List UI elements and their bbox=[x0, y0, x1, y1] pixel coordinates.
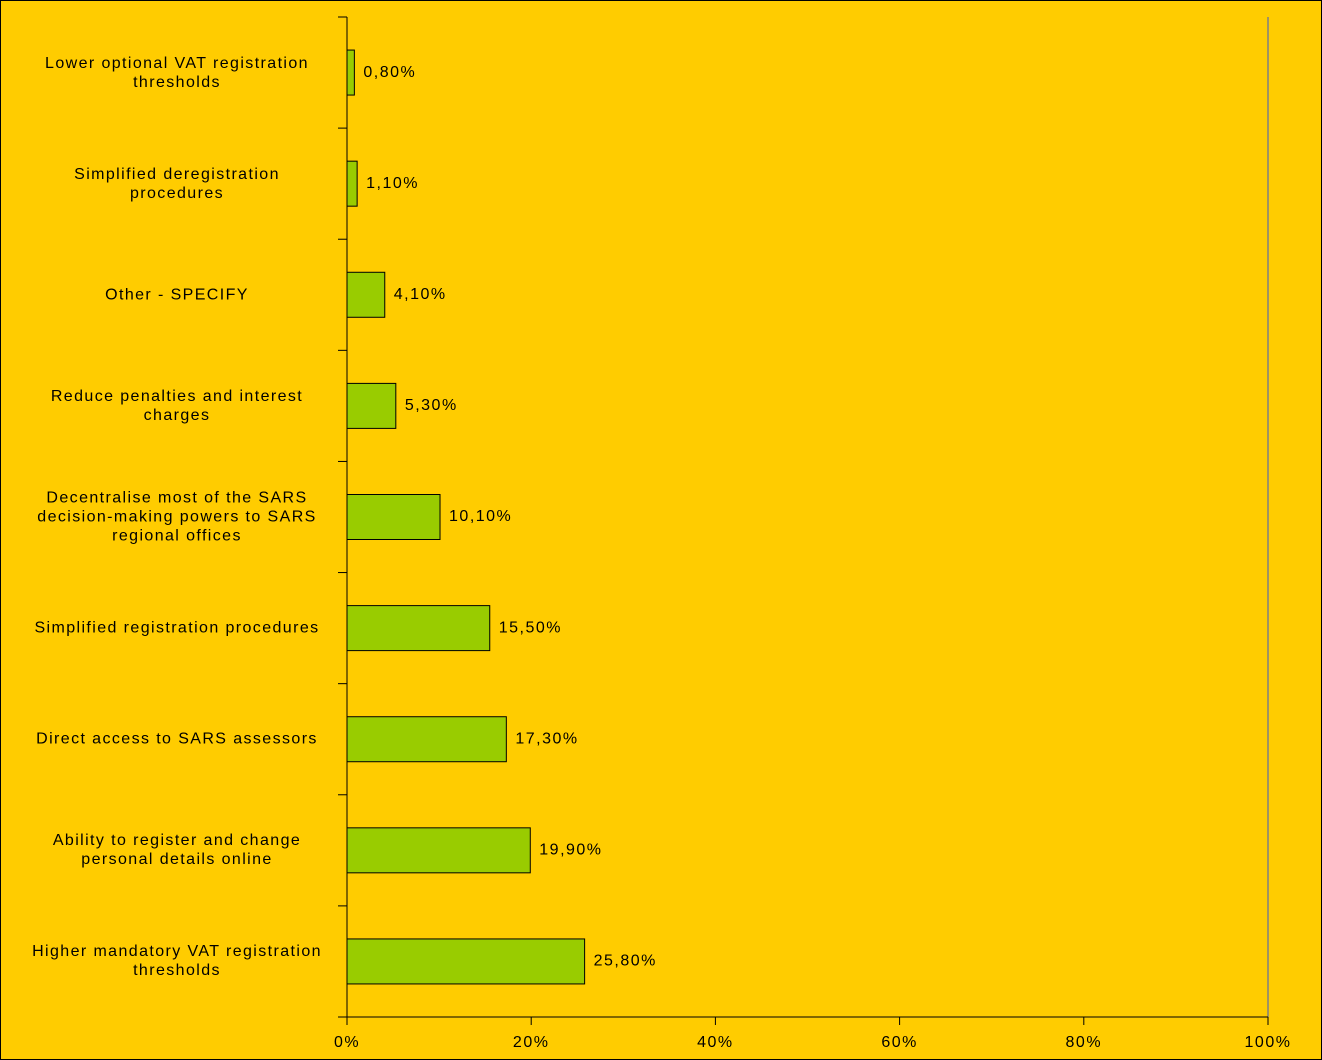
bar bbox=[346, 271, 386, 318]
bar bbox=[346, 494, 441, 540]
value-label: 10,10% bbox=[449, 508, 512, 525]
y-tick-label: Simplified deregistration procedures bbox=[74, 165, 280, 202]
value-label: 25,80% bbox=[594, 953, 657, 970]
y-tick-label: Direct access to SARS assessors bbox=[36, 730, 318, 748]
value-label: 4,10% bbox=[394, 286, 447, 303]
bar bbox=[346, 382, 397, 429]
value-label: 0,80% bbox=[363, 64, 416, 81]
value-label: 15,50% bbox=[499, 619, 562, 636]
x-tick-label: 80% bbox=[1066, 1034, 1103, 1051]
x-tick-label: 40% bbox=[697, 1034, 734, 1051]
x-tick-label: 20% bbox=[513, 1034, 550, 1051]
y-tick-label: Simplified registration procedures bbox=[34, 619, 320, 637]
value-label: 19,90% bbox=[539, 842, 602, 859]
value-label: 1,10% bbox=[366, 175, 419, 192]
y-tick-label: Reduce penalties and interest charges bbox=[50, 387, 304, 424]
bar bbox=[346, 49, 355, 96]
bar bbox=[346, 827, 531, 874]
value-label: 17,30% bbox=[515, 730, 578, 747]
bar bbox=[346, 716, 507, 763]
y-tick-label: Higher mandatory VAT registration thresh… bbox=[32, 943, 322, 980]
x-tick-label: 60% bbox=[881, 1034, 918, 1051]
y-tick-label: Other - SPECIFY bbox=[105, 286, 249, 304]
bar bbox=[346, 938, 586, 985]
value-label: 5,30% bbox=[405, 397, 458, 414]
x-tick-label: 0% bbox=[334, 1034, 360, 1051]
x-tick-label: 100% bbox=[1245, 1034, 1292, 1051]
y-tick-label: Decentralise most of the SARS decision-m… bbox=[37, 489, 317, 545]
y-tick-label: Ability to register and change personal … bbox=[52, 832, 302, 869]
bar bbox=[346, 160, 358, 207]
y-tick-label: Lower optional VAT registration threshol… bbox=[45, 54, 309, 91]
bar bbox=[346, 605, 491, 652]
